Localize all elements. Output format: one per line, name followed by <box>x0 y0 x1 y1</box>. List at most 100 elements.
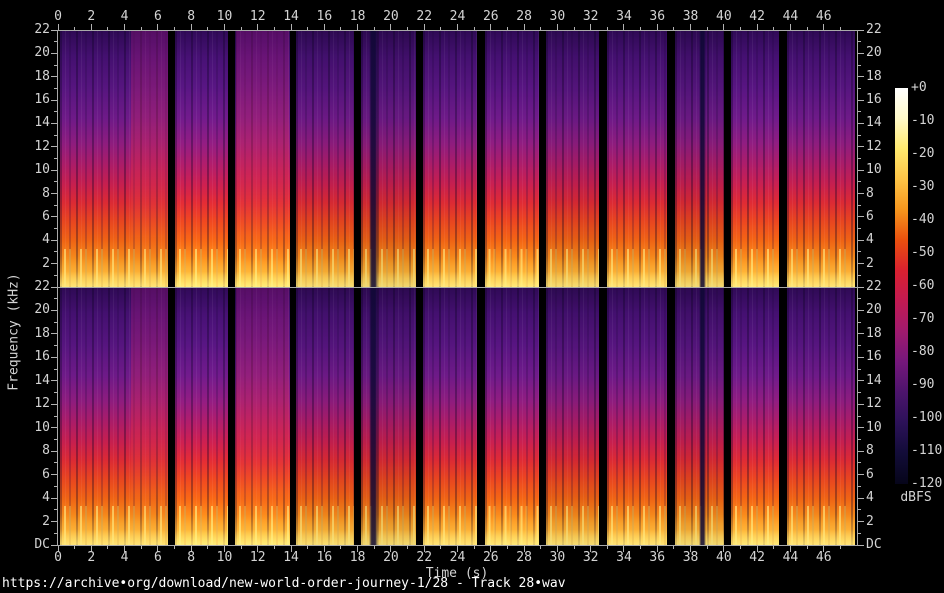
time-tick-label: 20 <box>383 9 399 24</box>
time-tick-label: 46 <box>815 9 832 24</box>
freq-tick-label: 6 <box>866 208 874 224</box>
time-tick-label: 38 <box>682 550 699 565</box>
time-tick <box>157 24 159 30</box>
freq-tick-label: 2 <box>42 513 50 529</box>
spectrogram-segment <box>485 288 539 545</box>
spectrogram-segment <box>730 288 780 545</box>
freq-tick <box>51 427 57 429</box>
time-tick <box>773 27 775 30</box>
time-tick-label: 16 <box>316 9 333 24</box>
freq-tick-label: 10 <box>866 162 882 178</box>
time-tick-label: 14 <box>283 550 299 565</box>
time-tick-label: 18 <box>349 550 366 565</box>
spectrogram-segment <box>546 31 600 287</box>
freq-tick-label: 18 <box>866 325 882 341</box>
upper-channel-spectrogram <box>58 31 857 287</box>
freq-tick <box>858 462 861 464</box>
time-tick <box>756 546 758 552</box>
time-tick <box>423 546 425 552</box>
dbfs-tick-label: -80 <box>911 344 935 359</box>
freq-tick <box>51 403 57 405</box>
time-tick <box>357 24 359 30</box>
time-tick <box>273 546 275 549</box>
time-tick-label: 22 <box>416 550 433 565</box>
spectrogram-segment <box>730 31 780 287</box>
freq-tick-label: 10 <box>34 162 50 178</box>
freq-tick <box>54 368 57 370</box>
freq-tick-label: 12 <box>866 396 882 412</box>
time-tick-label: 12 <box>249 550 266 565</box>
time-tick <box>373 546 375 549</box>
time-tick-label: 36 <box>649 550 666 565</box>
time-tick <box>706 546 708 549</box>
freq-tick-label: 4 <box>866 232 874 248</box>
freq-tick <box>51 474 57 476</box>
freq-tick-label: 4 <box>42 490 50 506</box>
freq-tick <box>54 274 57 276</box>
time-tick <box>640 546 642 549</box>
freq-tick <box>54 321 57 323</box>
freq-tick-label: 12 <box>866 138 882 154</box>
time-tick <box>440 546 442 549</box>
time-tick-label: 30 <box>549 9 566 24</box>
freq-tick <box>858 64 861 66</box>
freq-tick-label: 14 <box>866 372 882 388</box>
time-tick <box>174 27 176 30</box>
dbfs-unit-label: dBFS <box>900 490 932 505</box>
freq-tick-label: 14 <box>34 115 50 131</box>
freq-tick <box>54 64 57 66</box>
freq-tick <box>858 485 861 487</box>
time-tick <box>190 546 192 552</box>
time-tick-label: 44 <box>782 9 799 24</box>
dbfs-tick-label: -120 <box>911 476 943 491</box>
freq-tick-label: 12 <box>34 138 50 154</box>
spectrogram-segment <box>546 288 600 545</box>
time-tick <box>573 546 575 549</box>
freq-tick <box>51 122 57 124</box>
freq-tick-label: 8 <box>866 185 874 201</box>
time-tick <box>573 27 575 30</box>
freq-tick <box>51 29 57 31</box>
time-tick-label: 36 <box>649 9 666 24</box>
time-tick-label: 42 <box>749 9 765 24</box>
freq-tick <box>51 239 57 241</box>
freq-tick <box>858 333 864 335</box>
time-tick <box>457 24 458 30</box>
time-tick-label: 0 <box>54 9 62 24</box>
time-tick <box>307 546 309 549</box>
time-tick <box>157 546 159 552</box>
freq-tick <box>858 216 864 218</box>
freq-tick-label: 20 <box>34 45 50 61</box>
freq-tick <box>54 345 57 347</box>
spectrogram-segment <box>787 288 856 545</box>
time-tick-label: 42 <box>749 550 765 565</box>
time-tick <box>823 24 825 30</box>
time-tick <box>523 546 525 552</box>
spectrogram-segment <box>423 288 478 545</box>
time-tick <box>140 546 142 549</box>
freq-tick <box>51 380 57 382</box>
freq-tick <box>858 169 864 171</box>
freq-tick <box>858 251 861 253</box>
freq-tick <box>54 228 57 230</box>
freq-tick <box>858 146 864 148</box>
time-tick-label: 4 <box>120 550 129 565</box>
freq-tick <box>51 169 57 171</box>
freq-tick <box>51 544 57 546</box>
time-tick <box>340 27 342 30</box>
dbfs-tick-label: -110 <box>911 443 943 458</box>
freq-tick <box>858 474 864 476</box>
freq-tick-label: 8 <box>42 185 50 201</box>
time-tick-label: 22 <box>416 9 433 24</box>
freq-tick <box>858 450 864 452</box>
freq-tick <box>54 298 57 300</box>
freq-tick <box>54 485 57 487</box>
time-tick <box>124 24 126 30</box>
time-tick <box>223 546 225 552</box>
freq-tick <box>858 298 861 300</box>
time-tick <box>556 24 558 30</box>
time-tick-label: 26 <box>482 550 499 565</box>
time-tick-label: 18 <box>349 9 366 24</box>
time-tick-label: 6 <box>153 9 162 24</box>
freq-tick <box>54 251 57 253</box>
